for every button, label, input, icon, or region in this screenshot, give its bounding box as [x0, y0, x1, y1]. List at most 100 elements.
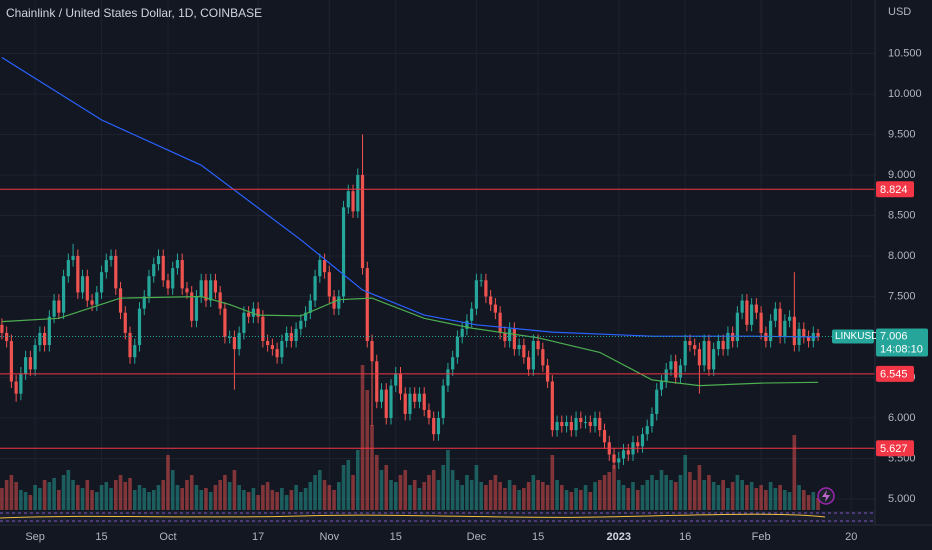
candle-body	[754, 304, 758, 313]
candle-body	[508, 328, 512, 342]
candle-body	[256, 308, 260, 317]
candle-body	[617, 458, 621, 463]
volume-bar	[365, 390, 370, 510]
volume-bar	[61, 475, 66, 510]
candle-body	[678, 365, 683, 378]
candle-body	[674, 361, 678, 378]
alert-bolt[interactable]	[822, 490, 830, 502]
y-tick-label: 7.500	[888, 290, 916, 302]
candle-body	[645, 426, 649, 435]
candle-body	[104, 260, 108, 273]
candle-body	[560, 422, 564, 427]
candle-body	[612, 454, 616, 463]
candle-body	[394, 373, 398, 386]
volume-bar	[147, 492, 151, 510]
volume-bar	[526, 482, 531, 510]
volume-bar	[57, 490, 61, 510]
x-tick-label: Sep	[25, 531, 45, 543]
candle-body	[726, 332, 730, 350]
volume-bar	[545, 485, 550, 510]
volume-bar	[0, 488, 4, 510]
moving-average	[1, 295, 819, 387]
volume-bar	[109, 488, 113, 510]
countdown-label: 14:08:10	[880, 343, 923, 355]
candle-body	[95, 292, 99, 305]
candle-body	[441, 385, 445, 418]
volume-bar	[664, 475, 669, 510]
candle-body	[389, 385, 393, 418]
volume-bar	[280, 488, 284, 510]
candle-body	[280, 341, 284, 358]
volume-bar	[754, 488, 759, 510]
volume-bar	[431, 470, 436, 510]
volume-bar	[66, 470, 71, 510]
volume-bar	[522, 488, 526, 510]
candle-body	[693, 345, 697, 350]
candle-body	[285, 332, 289, 342]
volume-bar	[85, 480, 90, 510]
volume-bar	[707, 475, 711, 510]
volume-bar	[645, 480, 650, 510]
volume-bar	[80, 488, 85, 510]
candle-body	[80, 276, 85, 293]
candle-body	[778, 308, 782, 337]
candle-body	[33, 345, 37, 370]
candle-body	[455, 336, 460, 358]
volume-bar	[635, 490, 640, 510]
volume-bar	[749, 482, 754, 510]
candle-body	[66, 260, 70, 277]
volume-bar	[33, 485, 37, 510]
volume-bar	[455, 480, 460, 510]
volume-bar	[189, 475, 194, 510]
volume-bar	[787, 492, 792, 510]
alert-icon[interactable]	[817, 487, 835, 505]
candle-body	[38, 332, 42, 346]
volume-bar	[256, 495, 260, 510]
volume-bar	[327, 485, 332, 510]
volume-bar	[4, 480, 9, 510]
candle-body	[640, 434, 645, 447]
volume-bar	[422, 482, 427, 510]
candle-body	[697, 349, 702, 366]
volume-bar	[265, 482, 270, 510]
volume-bar	[711, 482, 716, 510]
volume-bar	[541, 482, 545, 510]
candle-body	[166, 280, 170, 289]
candle-body	[602, 430, 607, 443]
candle-body	[498, 312, 502, 333]
volume-bar	[337, 482, 341, 510]
candle-body	[171, 268, 175, 289]
volume-bar	[616, 480, 621, 510]
symbol-badge	[832, 329, 874, 344]
volume-bar	[816, 498, 820, 510]
volume-bar	[95, 492, 99, 510]
volume-bar	[374, 455, 379, 510]
candle-body	[465, 320, 469, 329]
y-tick-label: 9.500	[888, 128, 916, 140]
candle-body	[550, 381, 554, 431]
volume-bar	[778, 485, 782, 510]
volume-bar	[768, 482, 773, 510]
volume-bar	[702, 480, 706, 510]
candle-body	[370, 341, 374, 362]
volume-bar	[412, 480, 417, 510]
volume-bar	[261, 485, 265, 510]
candle-body	[379, 389, 384, 402]
level-badge	[876, 365, 914, 382]
symbol-label: LINKUSD	[835, 331, 878, 342]
volume-bar	[19, 490, 23, 510]
volume-bar	[512, 485, 517, 510]
volume-bar	[175, 485, 180, 510]
volume-bar	[583, 485, 588, 510]
candle-body	[626, 450, 630, 455]
candle-body	[759, 312, 763, 333]
moving-average	[1, 56, 819, 338]
volume-bar	[797, 485, 801, 510]
volume-bar	[669, 480, 673, 510]
volume-bar	[242, 490, 246, 510]
candle-body	[579, 417, 583, 423]
volume-bar	[792, 435, 797, 510]
volume-bar	[692, 480, 697, 510]
volume-bar	[308, 482, 313, 510]
